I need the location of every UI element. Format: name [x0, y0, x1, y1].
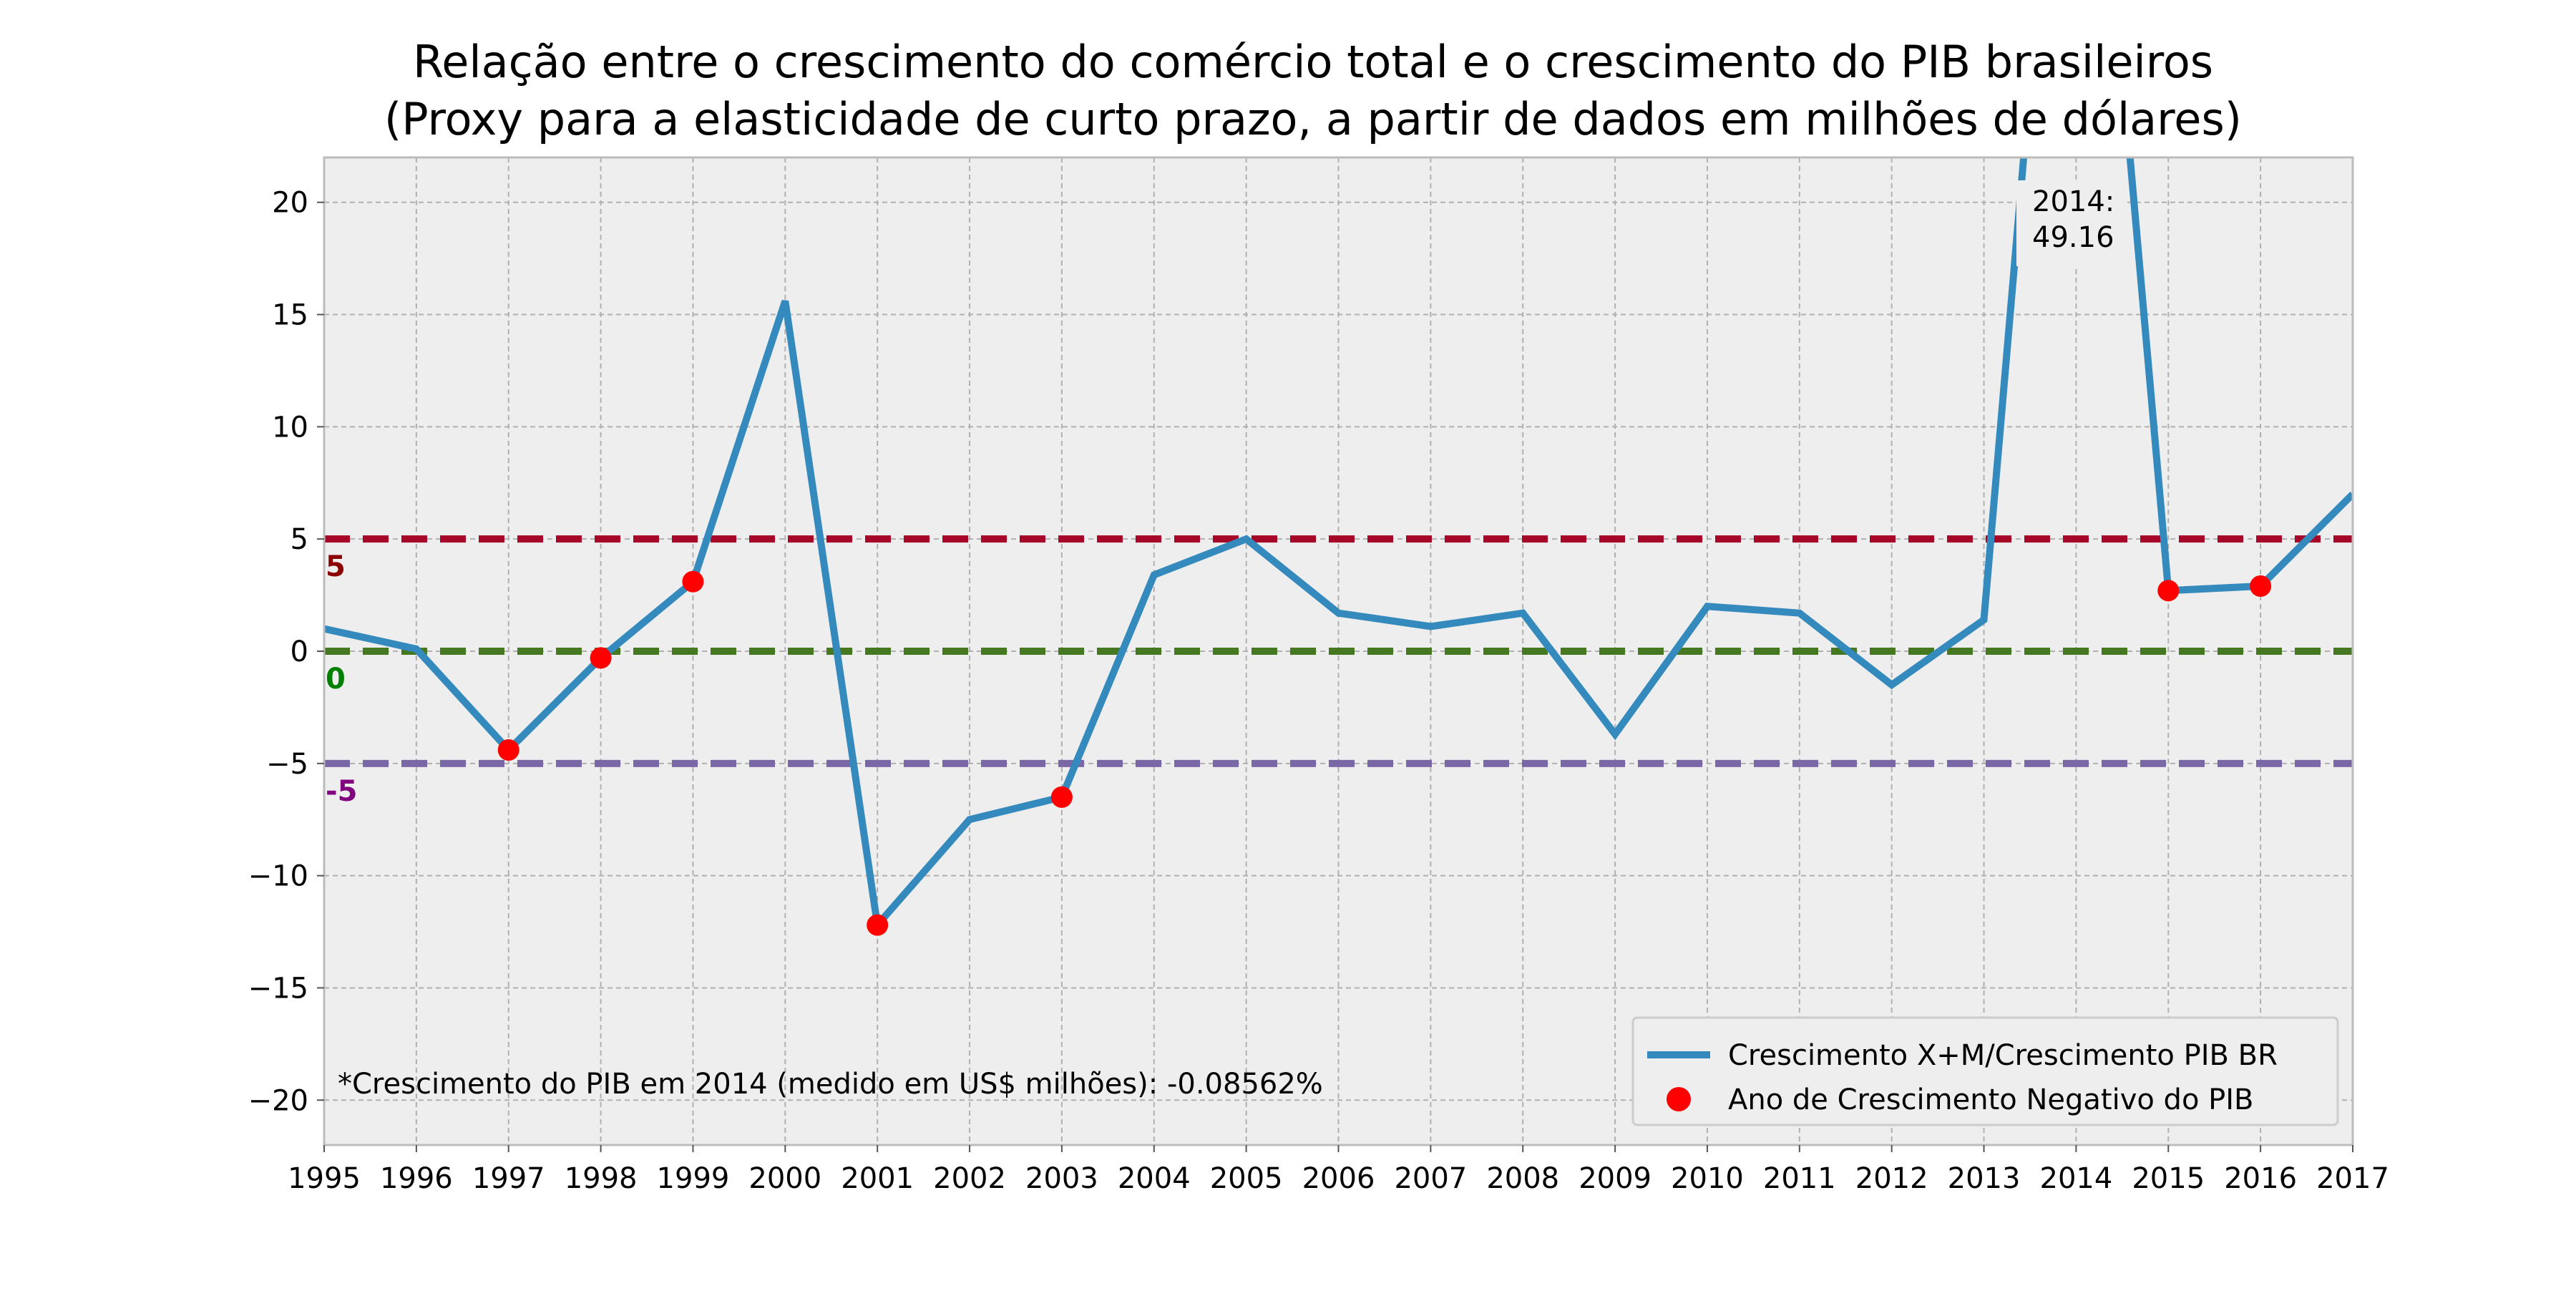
x-tick-label: 1999: [657, 1162, 730, 1195]
x-tick-label: 2006: [1302, 1162, 1375, 1195]
series-line: [324, 157, 2353, 934]
x-tick-label: 2009: [1579, 1162, 1652, 1195]
y-tick-label: −15: [248, 972, 308, 1005]
x-tick-label: 2008: [1486, 1162, 1559, 1195]
negative-gdp-marker: [682, 570, 704, 593]
x-tick-label: 2002: [933, 1162, 1006, 1195]
x-tick-label: 2013: [1948, 1162, 2021, 1195]
y-tick-label: 15: [272, 299, 308, 332]
x-tick-label: 2015: [2132, 1162, 2205, 1195]
legend: Crescimento X+M/Crescimento PIB BR Ano d…: [1631, 1016, 2339, 1126]
y-tick-label: −5: [266, 748, 308, 781]
line-series: [324, 157, 2353, 934]
reference-line-label: -5: [326, 775, 357, 808]
reference-line-labels: 5 0 -5: [326, 550, 357, 808]
x-axis-ticks: 1995 1996 1997 1998 1999 2000 2001 2002 2003 2004…: [288, 1145, 2389, 1195]
negative-gdp-marker: [590, 647, 612, 669]
y-tick-label: 10: [272, 411, 308, 444]
legend-label-line: Crescimento X+M/Crescimento PIB BR: [1728, 1039, 2278, 1072]
x-tick-label: 1995: [288, 1162, 361, 1195]
x-tick-label: 2011: [1763, 1162, 1836, 1195]
reference-line-label: 0: [326, 663, 346, 696]
legend-label-marker: Ano de Crescimento Negativo do PIB: [1728, 1083, 2254, 1116]
y-tick-label: −10: [248, 860, 308, 893]
x-tick-label: 2001: [841, 1162, 914, 1195]
x-tick-label: 2003: [1025, 1162, 1098, 1195]
negative-gdp-marker: [1050, 786, 1073, 808]
chart-title: Relação entre o crescimento do comércio …: [413, 36, 2213, 88]
annotation-2014: 2014: 49.16: [2016, 180, 2124, 266]
annotation-2014-line1: 2014:: [2032, 185, 2114, 218]
x-tick-label: 2000: [748, 1162, 821, 1195]
legend-marker-swatch: [1667, 1087, 1691, 1111]
annotation-2014-line2: 49.16: [2032, 221, 2114, 254]
x-tick-label: 2010: [1671, 1162, 1744, 1195]
x-tick-label: 2014: [2040, 1162, 2113, 1195]
negative-gdp-marker: [2250, 575, 2272, 598]
x-tick-label: 1997: [472, 1162, 545, 1195]
scatter-series: [497, 570, 2272, 936]
y-tick-label: 20: [272, 187, 308, 220]
x-tick-label: 1998: [565, 1162, 638, 1195]
y-tick-label: 5: [291, 523, 308, 556]
x-tick-label: 2012: [1855, 1162, 1928, 1195]
x-tick-label: 2005: [1210, 1162, 1283, 1195]
chart-subtitle: (Proxy para a elasticidade de curto praz…: [384, 93, 2242, 145]
y-axis-ticks: −20 −15 −10 −5 0 5 10 15 20: [248, 187, 324, 1117]
negative-gdp-marker: [497, 739, 519, 761]
x-tick-label: 2004: [1118, 1162, 1191, 1195]
negative-gdp-marker: [867, 914, 889, 936]
y-tick-label: 0: [291, 635, 308, 668]
x-tick-label: 2007: [1394, 1162, 1467, 1195]
legend-box: [1631, 1016, 2339, 1126]
reference-line-label: 5: [326, 550, 346, 583]
gdp-note-annotation: *Crescimento do PIB em 2014 (medido em U…: [338, 1068, 1323, 1101]
reference-lines: [324, 535, 2353, 767]
x-tick-label: 2016: [2224, 1162, 2297, 1195]
x-tick-label: 1996: [380, 1162, 453, 1195]
annotation-2014-box: [2016, 180, 2124, 266]
x-tick-label: 2017: [2316, 1162, 2389, 1195]
y-tick-label: −20: [248, 1084, 308, 1117]
negative-gdp-marker: [2157, 580, 2180, 602]
